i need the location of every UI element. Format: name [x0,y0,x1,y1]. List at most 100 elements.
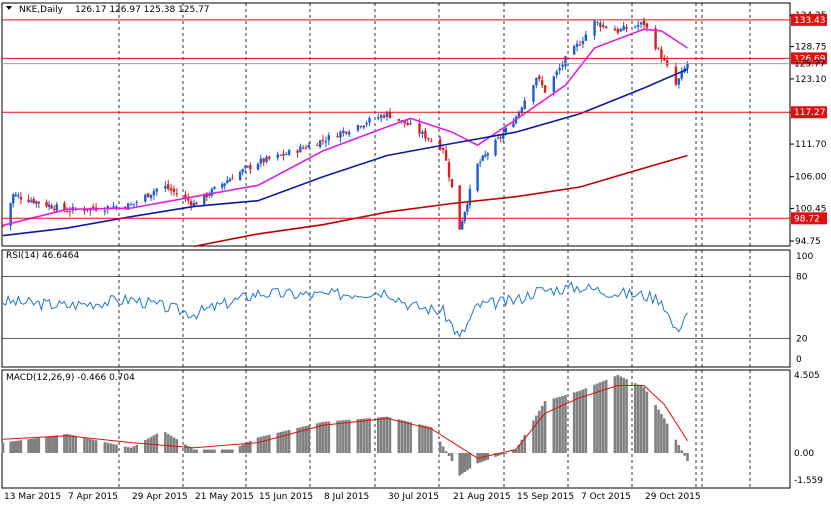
candle-body[interactable] [129,204,133,206]
candle-body[interactable] [450,178,454,188]
candle-body[interactable] [625,27,628,29]
candle-body[interactable] [578,44,582,46]
candle-body[interactable] [368,117,371,123]
macd-panel[interactable]: 4.505 0.00 -1.559 [1,371,824,486]
candle-body[interactable] [447,162,451,178]
candle-body[interactable] [146,193,150,198]
candle-body[interactable] [244,166,247,168]
candle-body[interactable] [677,78,680,85]
candle-body[interactable] [50,205,53,209]
candle-body[interactable] [385,111,389,117]
candle-body[interactable] [149,194,153,198]
candle-body[interactable] [152,191,156,196]
candle-body[interactable] [596,22,599,24]
candle-body[interactable] [496,137,500,139]
candle-body[interactable] [55,204,58,211]
candle-body[interactable] [379,115,383,118]
candle-body[interactable] [520,107,524,114]
candle-body[interactable] [164,185,167,189]
candle-body[interactable] [572,45,576,55]
candle-body[interactable] [468,189,472,206]
candle-body[interactable] [83,209,86,211]
candle-body[interactable] [63,203,66,211]
candle-body[interactable] [259,158,263,164]
candle-body[interactable] [535,77,538,86]
candle-body[interactable] [581,40,585,44]
candle-body[interactable] [167,184,170,189]
candle-body[interactable] [327,135,331,141]
candle-body[interactable] [636,25,640,27]
candle-body[interactable] [654,28,657,49]
candle-body[interactable] [619,28,622,32]
candle-body[interactable] [486,153,490,156]
candle-body[interactable] [37,201,41,204]
candle-body[interactable] [555,71,558,76]
candle-body[interactable] [35,201,38,204]
candle-body[interactable] [345,131,348,134]
candle-body[interactable] [86,209,89,211]
candle-body[interactable] [47,204,51,207]
candle-body[interactable] [538,76,541,80]
candle-body[interactable] [324,141,328,143]
candle-body[interactable] [14,194,17,196]
candle-body[interactable] [296,150,299,153]
candle-body[interactable] [680,71,683,79]
candle-body[interactable] [602,25,605,27]
candle-body[interactable] [347,131,351,135]
candle-body[interactable] [299,146,302,153]
candle-body[interactable] [543,85,547,93]
candle-body[interactable] [504,128,507,133]
candle-body[interactable] [187,198,190,201]
candle-body[interactable] [279,154,282,156]
candle-body[interactable] [645,23,649,28]
candle-body[interactable] [112,206,115,209]
candle-body[interactable] [220,184,224,188]
candle-body[interactable] [427,138,430,140]
candle-body[interactable] [397,118,401,121]
candle-body[interactable] [613,28,617,31]
candle-body[interactable] [657,48,660,50]
candle-body[interactable] [634,26,637,28]
candle-body[interactable] [238,172,242,180]
candle-body[interactable] [461,221,464,230]
candle-body[interactable] [172,188,176,192]
candle-body[interactable] [499,137,502,139]
candle-body[interactable] [421,131,424,134]
candle-body[interactable] [403,119,406,124]
candle-body[interactable] [195,202,198,205]
candle-body[interactable] [430,140,433,142]
candle-body[interactable] [285,154,288,156]
candle-body[interactable] [203,193,206,205]
candle-body[interactable] [256,163,260,170]
candle-body[interactable] [318,140,322,148]
candle-body[interactable] [316,144,319,146]
candle-body[interactable] [287,150,291,155]
rsi-panel[interactable]: 100 80 20 0 [2,252,813,365]
candle-body[interactable] [362,125,365,128]
candle-body[interactable] [210,189,214,196]
candle-body[interactable] [466,204,469,212]
candle-body[interactable] [246,166,249,168]
candle-body[interactable] [132,203,136,205]
candle-body[interactable] [476,163,479,191]
candle-body[interactable] [262,158,265,163]
candle-body[interactable] [321,139,325,141]
candle-body[interactable] [339,131,342,138]
candle-body[interactable] [304,147,308,149]
candle-body[interactable] [424,130,427,139]
candle-body[interactable] [438,139,442,150]
candle-body[interactable] [1,225,5,227]
candle-body[interactable] [686,63,689,69]
candle-body[interactable] [561,64,564,67]
candle-body[interactable] [502,133,505,139]
candle-body[interactable] [45,202,48,207]
candle-body[interactable] [106,206,109,210]
candle-body[interactable] [409,123,412,125]
candle-body[interactable] [444,150,448,161]
candle-body[interactable] [226,180,229,184]
candle-body[interactable] [53,208,56,210]
candle-body[interactable] [418,123,421,134]
candle-body[interactable] [169,188,173,191]
candle-body[interactable] [660,49,663,60]
candle-body[interactable] [32,199,35,204]
